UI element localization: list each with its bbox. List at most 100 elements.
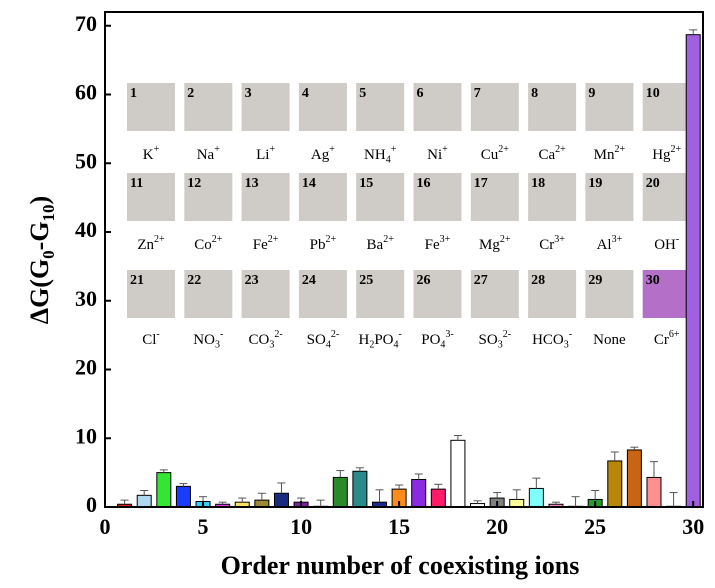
bar [510,499,524,507]
text-segment: 2+ [326,234,337,245]
text-segment: 3+ [554,234,565,245]
text-segment: 6+ [669,329,680,340]
ion-label: CO32- [249,329,283,351]
ion-label: SO32- [479,329,512,351]
tile-number: 10 [646,86,660,101]
ion-label: Cl- [142,329,160,348]
error-bar [140,491,148,496]
ion-label: Mg2+ [479,234,511,253]
ion-label: Al3+ [597,234,623,253]
error-bar [121,500,129,504]
error-bar [415,474,423,480]
bar [608,461,622,507]
ion-label: Hg2+ [652,144,681,163]
text-segment: 0 [39,250,58,259]
text-segment: 10 [39,204,58,221]
ion-label: Ca2+ [538,144,566,163]
ion-label: Mn2+ [594,144,626,163]
tile-number: 20 [646,176,660,191]
tile-number: 7 [474,86,481,101]
error-bar [454,436,462,441]
error-bar [532,478,540,488]
bar [176,486,190,507]
bar [431,489,445,507]
ion-label: Fe3+ [425,234,451,253]
ion-label: Fe2+ [253,234,279,253]
ion-label: Ni+ [427,144,448,163]
text-segment: - [156,329,159,340]
y-tick-label: 70 [75,11,97,36]
error-bar [513,490,521,500]
ion-label: H2PO4- [359,329,402,351]
text-segment: Zn [137,237,154,253]
text-segment: Cu [481,147,499,163]
text-segment: Mg [479,237,500,253]
y-axis-label: ΔG(G0-G10) [25,196,58,324]
tile-number: 13 [245,176,259,191]
tile-number: 9 [588,86,595,101]
text-segment: 2+ [498,144,509,155]
text-segment: 4 [394,340,399,351]
ion-label: NH4+ [364,144,397,166]
text-segment: 2+ [212,234,223,245]
text-segment: - [399,329,402,340]
bar [647,477,661,507]
text-segment: - [676,234,679,245]
tile-number: 2 [187,86,194,101]
error-bar [611,452,619,461]
text-segment: H [359,332,370,348]
error-bar [493,493,501,499]
text-segment: 3+ [440,234,451,245]
bar [353,471,367,507]
error-bar [356,468,364,471]
tile-number: 30 [646,273,660,288]
ion-label: PO43- [421,329,454,351]
tile-number: 26 [417,273,431,288]
tile-number: 14 [302,176,316,191]
ion-label: Cu2+ [481,144,510,163]
ion-label: Na+ [197,144,221,163]
text-segment: 3- [445,329,453,340]
bar [333,477,347,507]
error-bar [650,462,658,478]
bar [686,35,700,507]
text-segment: OH [654,237,676,253]
tile-number: 29 [588,273,602,288]
tile-number: 1 [130,86,137,101]
text-segment: 2+ [500,234,511,245]
text-segment: Cl [142,332,156,348]
bar [412,480,426,508]
ion-label: K+ [143,144,160,163]
x-tick-label: 0 [100,514,111,539]
text-segment: HCO [532,332,564,348]
tile-number: 3 [245,86,252,101]
y-tick-label: 30 [75,286,97,311]
ion-label: OH- [654,234,679,253]
y-tick-label: 60 [75,80,97,105]
text-segment: 2+ [268,234,279,245]
text-segment: 2+ [383,234,394,245]
text-segment: None [593,332,626,348]
tile-number: 4 [302,86,309,101]
text-segment: 2+ [615,144,626,155]
text-segment: Al [597,237,612,253]
text-segment: 2+ [154,234,165,245]
text-segment: SO [307,332,326,348]
tile-number: 17 [474,176,488,191]
text-segment: 2- [331,329,339,340]
text-segment: ΔG(G [25,259,54,324]
text-segment: 3+ [612,234,623,245]
y-tick-label: 20 [75,355,97,380]
tile-number: 12 [187,176,201,191]
error-bar [375,490,383,502]
text-segment: PO [374,332,393,348]
text-segment: 2+ [671,144,682,155]
error-bar [258,493,266,500]
text-segment: Cr [539,237,554,253]
x-tick-label: 5 [198,514,209,539]
text-segment: 3 [498,340,503,351]
ion-label: Cr3+ [539,234,565,253]
tile-number: 27 [474,273,488,288]
bar [451,440,465,507]
text-segment: + [329,144,335,155]
